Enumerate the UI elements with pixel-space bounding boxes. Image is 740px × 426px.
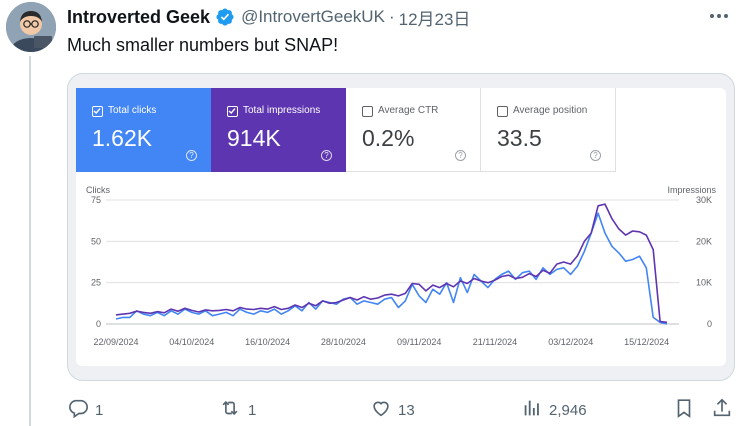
views-count: 2,946 [549,401,587,419]
metric-label: Total impressions [243,105,321,116]
x-tick-label: 03/12/2024 [548,337,593,347]
help-icon[interactable]: ? [321,150,332,161]
y-axis-label-left: Clicks [86,185,110,195]
metric-value: 0.2% [362,125,415,151]
metric-average-position[interactable]: Average position 33.5 ? [481,88,616,172]
y-tick-right: 10K [696,278,712,288]
heart-icon [370,397,392,424]
checkbox-checked-icon[interactable] [227,106,238,117]
x-tick-label: 15/12/2024 [624,337,669,347]
metric-total-impressions[interactable]: Total impressions 914K ? [211,88,346,172]
x-tick-label: 21/11/2024 [473,337,517,347]
checkbox-checked-icon[interactable] [92,106,103,117]
help-icon[interactable]: ? [186,150,197,161]
avatar[interactable] [6,2,56,52]
thread-line [29,56,31,426]
metric-average-ctr[interactable]: Average CTR 0.2% ? [346,88,481,172]
tweet-actions: 1 1 13 2,946 [0,397,740,423]
metric-value: 1.62K [92,125,153,151]
metric-label: Average CTR [378,105,439,116]
y-tick-left: 0 [96,319,101,329]
reply-button[interactable]: 1 [67,397,103,423]
bookmark-icon [673,397,695,424]
reply-icon [67,397,89,424]
performance-chart: Clicks Impressions 75 30K 50 20K 25 10K 0 0 22/09/… [86,185,717,347]
y-tick-left: 75 [91,195,101,205]
y-tick-right: 20K [696,236,712,246]
tweet-media-image[interactable]: Total clicks 1.62K ? Total impressions 9… [67,73,735,381]
repost-count: 1 [248,401,257,419]
help-icon[interactable]: ? [590,150,601,161]
tweet-text: Much smaller numbers but SNAP! [67,35,339,55]
repost-button[interactable]: 1 [218,397,256,423]
series-line-clicks [115,212,668,325]
avatar-illustration [6,2,56,52]
checkbox-unchecked-icon[interactable] [362,106,373,117]
y-axis-label-right: Impressions [667,185,716,195]
reply-count: 1 [95,401,104,419]
metric-label: Average position [513,105,588,116]
author-name[interactable]: Introverted Geek [67,6,211,27]
y-tick-right: 0 [707,319,712,329]
repost-icon [218,397,242,424]
checkbox-unchecked-icon[interactable] [497,106,508,117]
metric-total-clicks[interactable]: Total clicks 1.62K ? [76,88,211,172]
y-tick-left: 50 [91,236,101,246]
metric-label: Total clicks [108,105,157,116]
series-line-impressions [115,203,668,324]
y-tick-right: 30K [696,195,712,205]
bookmark-button[interactable] [673,397,695,423]
search-console-card: Total clicks 1.62K ? Total impressions 9… [76,88,726,366]
share-icon [711,397,733,424]
more-options-icon[interactable] [708,6,730,26]
share-button[interactable] [711,397,733,423]
like-count: 13 [398,401,415,419]
views-button[interactable]: 2,946 [521,397,587,423]
x-tick-label: 04/10/2024 [169,337,214,347]
y-tick-left: 25 [91,278,101,288]
x-tick-label: 16/10/2024 [245,337,290,347]
x-tick-label: 28/10/2024 [321,337,366,347]
views-bar-chart-icon [521,397,543,424]
x-tick-label: 09/11/2024 [397,337,441,347]
header-separator: · [388,7,395,26]
like-button[interactable]: 13 [370,397,415,423]
metric-value: 33.5 [497,125,542,151]
help-icon[interactable]: ? [455,150,466,161]
verified-badge-icon [215,7,235,27]
tweet-header: Introverted Geek @IntrovertGeekUK · 12月2… [67,5,470,29]
author-handle[interactable]: @IntrovertGeekUK [241,7,385,26]
tweet-date[interactable]: 12月23日 [398,9,471,29]
x-tick-label: 22/09/2024 [93,337,138,347]
metric-value: 914K [227,125,281,151]
